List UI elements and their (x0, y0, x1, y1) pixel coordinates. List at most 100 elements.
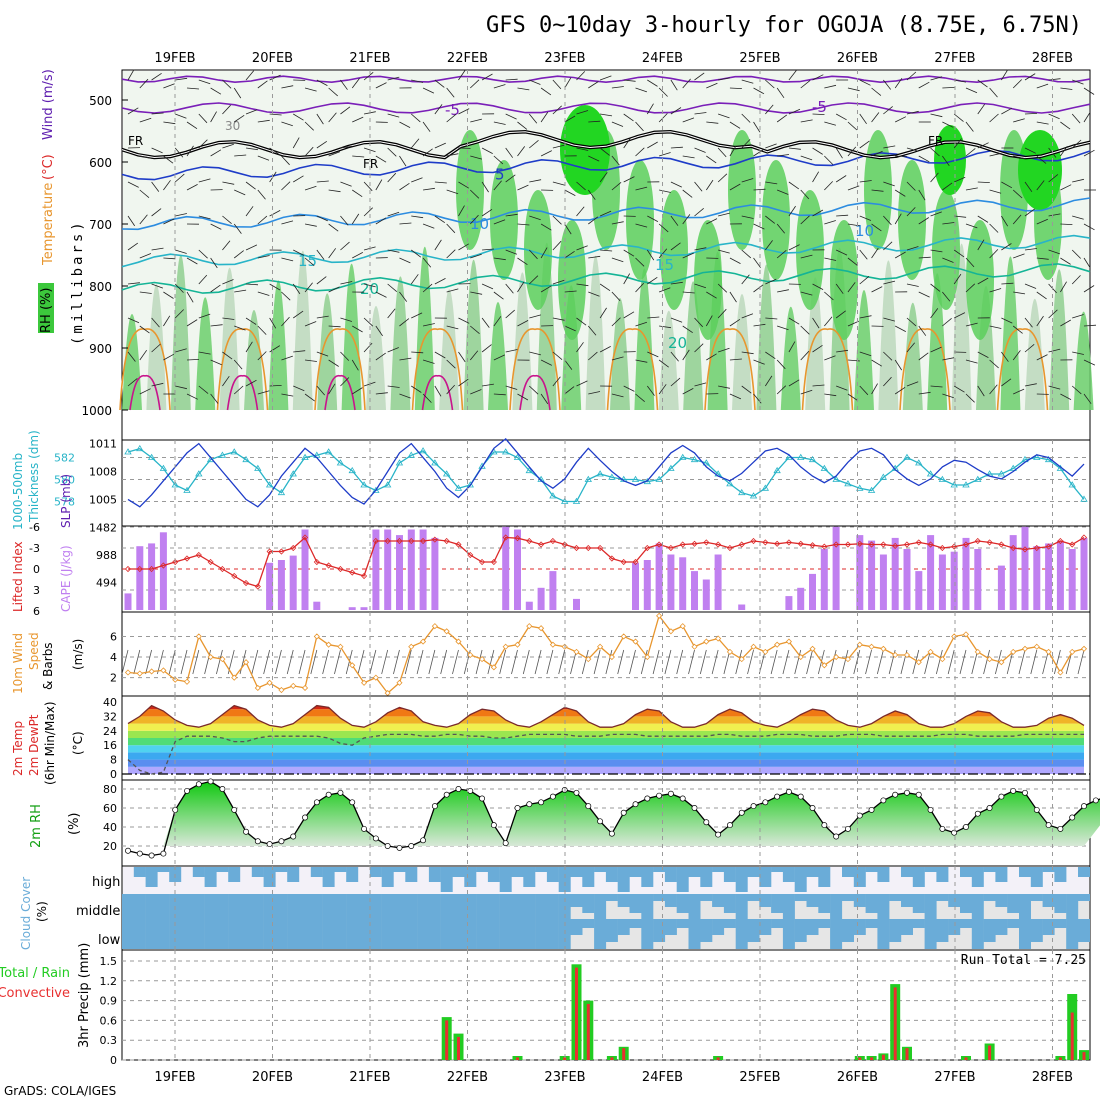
date-label-28feb: 28FEB (1032, 1070, 1073, 1085)
rh-line-point (597, 819, 602, 824)
slp-tick-1008: 1008 (89, 466, 117, 479)
high-cloud-bar (854, 867, 866, 887)
rh-line-point (680, 796, 685, 801)
mid-cloud-bar (653, 894, 665, 901)
cloud-high-label: high (92, 875, 120, 890)
chart-title: GFS 0~10day 3-hourly for OGOJA (8.75E, 6… (486, 13, 1082, 38)
high-cloud-bar (216, 867, 228, 872)
high-cloud-bar (630, 867, 642, 877)
cape-bar (951, 552, 958, 610)
rh-line-point (161, 851, 166, 856)
precip-conv-bar (1071, 1013, 1074, 1061)
rh-line-point (609, 831, 614, 836)
mid-cloud-bar (1007, 894, 1019, 913)
mid-cloud-bar (818, 894, 830, 913)
precip-conv-bar (717, 1057, 720, 1060)
high-cloud-bar (866, 867, 878, 872)
wind-speed-line-point (952, 634, 957, 639)
cape-bar (927, 535, 934, 610)
temperature-unit-label: (°C) (41, 154, 56, 180)
cape-bar (136, 546, 143, 610)
rh-line-point (1011, 788, 1016, 793)
cape-bar (361, 607, 368, 610)
high-cloud-bar (984, 867, 996, 872)
mid-cloud-bar (382, 894, 394, 919)
temp-label-a: 2m Temp (11, 721, 25, 776)
rh-line-point (916, 792, 921, 797)
temp-tick-32: 32 (103, 710, 117, 723)
cloud-low-label: low (98, 933, 121, 948)
low-cloud-bar (405, 919, 417, 949)
cape-bar (632, 563, 639, 610)
mid-cloud-bar (724, 894, 736, 913)
wind-speed-line-point (692, 644, 697, 649)
low-cloud-bar (228, 919, 240, 949)
surface-wind-barb (618, 650, 624, 674)
surface-wind-barb (323, 650, 329, 674)
mid-cloud-bar (500, 894, 512, 919)
surface-wind-barb (877, 650, 883, 674)
rh-line-point (208, 779, 213, 784)
surface-wind-barb (488, 650, 494, 674)
high-cloud-bar (913, 867, 925, 887)
slp-axis-label: SLP (mb) (59, 474, 73, 528)
surface-wind-barb (216, 650, 222, 674)
cape-bar (715, 555, 722, 611)
temp-tick-8: 8 (110, 754, 117, 767)
rh-line-point (279, 839, 284, 844)
precip-conv-bar (858, 1057, 861, 1060)
low-cloud-bar (925, 919, 937, 949)
rh-line-point (291, 834, 296, 839)
rh-patch (762, 160, 790, 280)
isotherm-label-minus5: -5 (445, 101, 460, 119)
precip-conv-bar (516, 1057, 519, 1060)
surface-wind-barb (960, 650, 966, 674)
temp-tick-16: 16 (103, 739, 117, 752)
panel-precip-frame (122, 950, 1090, 1060)
date-label-23feb: 23FEB (544, 1070, 585, 1085)
high-cloud-bar (346, 867, 358, 882)
low-cloud-bar (134, 919, 146, 949)
mid-cloud-bar (700, 894, 712, 901)
low-cloud-bar (1007, 919, 1019, 928)
mid-cloud-bar (146, 894, 158, 919)
low-cloud-bar (618, 919, 630, 935)
surface-wind-barb (334, 650, 340, 674)
surface-wind-barb (830, 650, 836, 674)
cape-bar (915, 571, 922, 610)
cape-bar (656, 543, 663, 610)
wind-speed-line-point (1022, 646, 1027, 651)
pressure-tick-800: 800 (89, 280, 112, 294)
pressure-tick-500: 500 (89, 94, 112, 108)
high-cloud-bar (1031, 867, 1043, 887)
high-cloud-bar (771, 867, 783, 872)
rh-line-point (645, 796, 650, 801)
wind-tick-4: 4 (110, 651, 117, 664)
mid-cloud-bar (736, 894, 748, 919)
rh-line-point (137, 851, 142, 856)
wind-speed-line-point (291, 683, 296, 688)
precip-conv-bar (587, 1004, 590, 1060)
low-cloud-bar (1054, 919, 1066, 928)
low-cloud-bar (358, 919, 370, 949)
rh-line-point (692, 805, 697, 810)
cape-bar (1022, 527, 1029, 610)
surface-wind-barb (866, 650, 872, 674)
mid-cloud-bar (346, 894, 358, 919)
rh-line-point (739, 810, 744, 815)
wind-speed-line-point (137, 671, 142, 676)
surface-wind-barb (511, 650, 517, 674)
surface-wind-barb (677, 650, 683, 674)
precip-conv-bar (870, 1057, 873, 1060)
rh-line-point (1070, 815, 1075, 820)
mid-cloud-bar (712, 894, 724, 907)
cloud-unit-label: (%) (35, 901, 49, 922)
wind-speed-line-point (185, 679, 190, 684)
high-cloud-bar (818, 867, 830, 887)
high-cloud-bar (677, 867, 689, 892)
low-cloud-bar (464, 919, 476, 949)
credit: GrADS: COLA/IGES (4, 1084, 116, 1098)
